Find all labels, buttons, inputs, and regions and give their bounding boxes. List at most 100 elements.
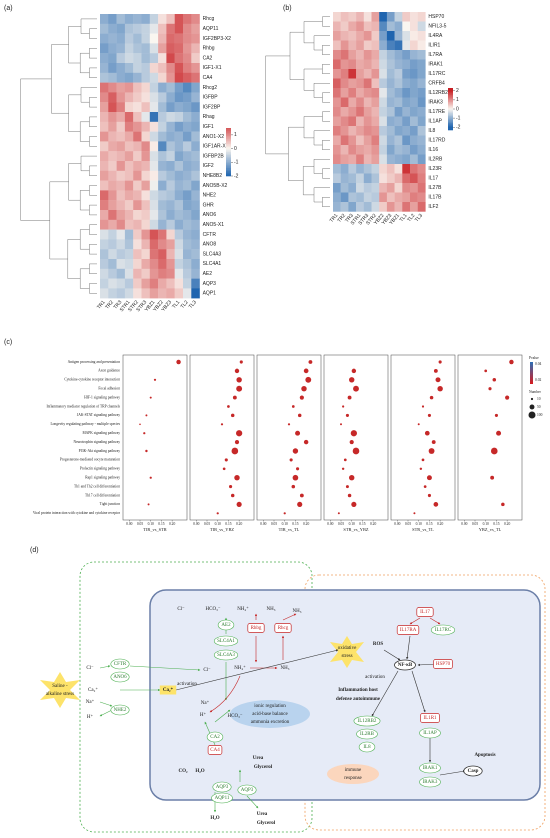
colorbar-step [448,127,453,129]
heat-cell [386,107,395,117]
heat-cell [141,210,150,220]
heat-cell [116,33,126,44]
heat-cell [356,88,364,98]
dendrogram [89,263,97,274]
heat-cell [417,183,426,193]
diagram-label: defense autoimmune [336,697,381,702]
diagram-label: ionic regulation [254,704,286,709]
heat-cell [379,69,388,79]
dot [283,512,286,515]
dendrogram [89,185,97,196]
heat-cell [108,92,117,103]
heat-cell [174,33,184,44]
heat-cell [158,190,167,201]
gene-node [247,623,265,633]
heat-cell [133,268,142,279]
row-label: ILF2 [428,204,438,210]
heat-cell [183,33,192,44]
heat-cell [141,53,150,64]
heat-cell [100,190,109,201]
dot [431,440,436,445]
gene-node [206,731,224,743]
heat-cell [333,173,341,184]
x-tick-label: 0.15 [493,522,499,526]
heat-cell [333,21,341,32]
heat-cell [183,249,192,260]
panel-name: STR_vs_TL [412,527,434,532]
heat-cell [348,78,357,89]
diagram-label: activation [365,675,385,680]
heat-cell [183,229,192,240]
arrow [406,635,411,660]
heat-cell [191,14,200,24]
heat-cell [158,278,167,289]
gene-node [420,713,440,723]
dot [419,467,423,471]
panel-name: TIR_vs_TL [279,527,300,532]
row-label: IL12RB2 [428,90,448,96]
heat-cell [116,249,126,260]
heat-cell [158,200,167,211]
heat-cell [116,239,126,250]
x-tick-label: 0.20 [437,522,443,526]
heat-cell [149,102,159,113]
heat-cell [340,192,349,203]
x-tick-label: 0.00 [461,522,467,526]
colorbar-step [226,168,231,170]
x-tick-label: 0.15 [292,522,298,526]
row-label: Rhcg [203,16,215,22]
heat-cell [356,31,364,41]
heat-cell [191,288,200,299]
heat-cell [183,219,192,230]
heat-cell [108,210,117,220]
heat-cell [166,72,175,83]
heat-cell [340,164,349,174]
heat-cell [402,69,411,79]
dot [149,396,152,399]
diagram-label: ROS [373,642,384,647]
heat-cell [166,210,175,220]
pathway-label: Rap1 signaling pathway [85,476,120,480]
column-label: TR1 [329,213,340,224]
dot [505,395,510,400]
colorbar-label: -1 [234,160,239,166]
row-label: IGF1AR-X1 [203,144,229,150]
diagram-label: activation [177,682,197,687]
diagram-label: oxidative [338,646,357,651]
colorbar-step [448,96,453,99]
heat-cell [371,78,380,89]
ion-node [159,685,177,695]
dot [230,493,235,498]
column-label: TL2 [180,299,190,310]
pathway-label: Neurotrophin signaling pathway [73,440,120,444]
dot [429,395,434,400]
colorbar-step [226,139,231,142]
heat-cell [386,202,395,212]
dendrogram [322,92,330,103]
row-label: ANO8 [203,242,217,248]
dot [299,395,304,400]
dot [230,413,235,418]
diagram-label: NH₄⁺ [237,606,249,612]
colorbar-step [448,88,453,90]
heat-cell [141,14,150,24]
heat-cell [371,173,380,184]
dot [145,449,148,453]
heat-cell [174,92,184,103]
heat-cell [363,88,372,98]
heat-cell [402,88,411,98]
heat-cell [174,14,184,24]
dot [292,474,299,481]
heat-cell [124,33,134,44]
heat-cell [124,249,134,260]
x-tick-label: 0.00 [394,522,400,526]
heat-cell [100,141,109,152]
diagram-label: IL1R1 [423,716,437,721]
heat-cell [108,239,117,250]
heat-cell [340,59,349,70]
colorbar-step [448,128,453,131]
heat-cell [394,107,403,117]
diagram-label: IL17RA [400,628,417,633]
heat-cell [340,21,349,32]
heat-cell [410,107,418,117]
